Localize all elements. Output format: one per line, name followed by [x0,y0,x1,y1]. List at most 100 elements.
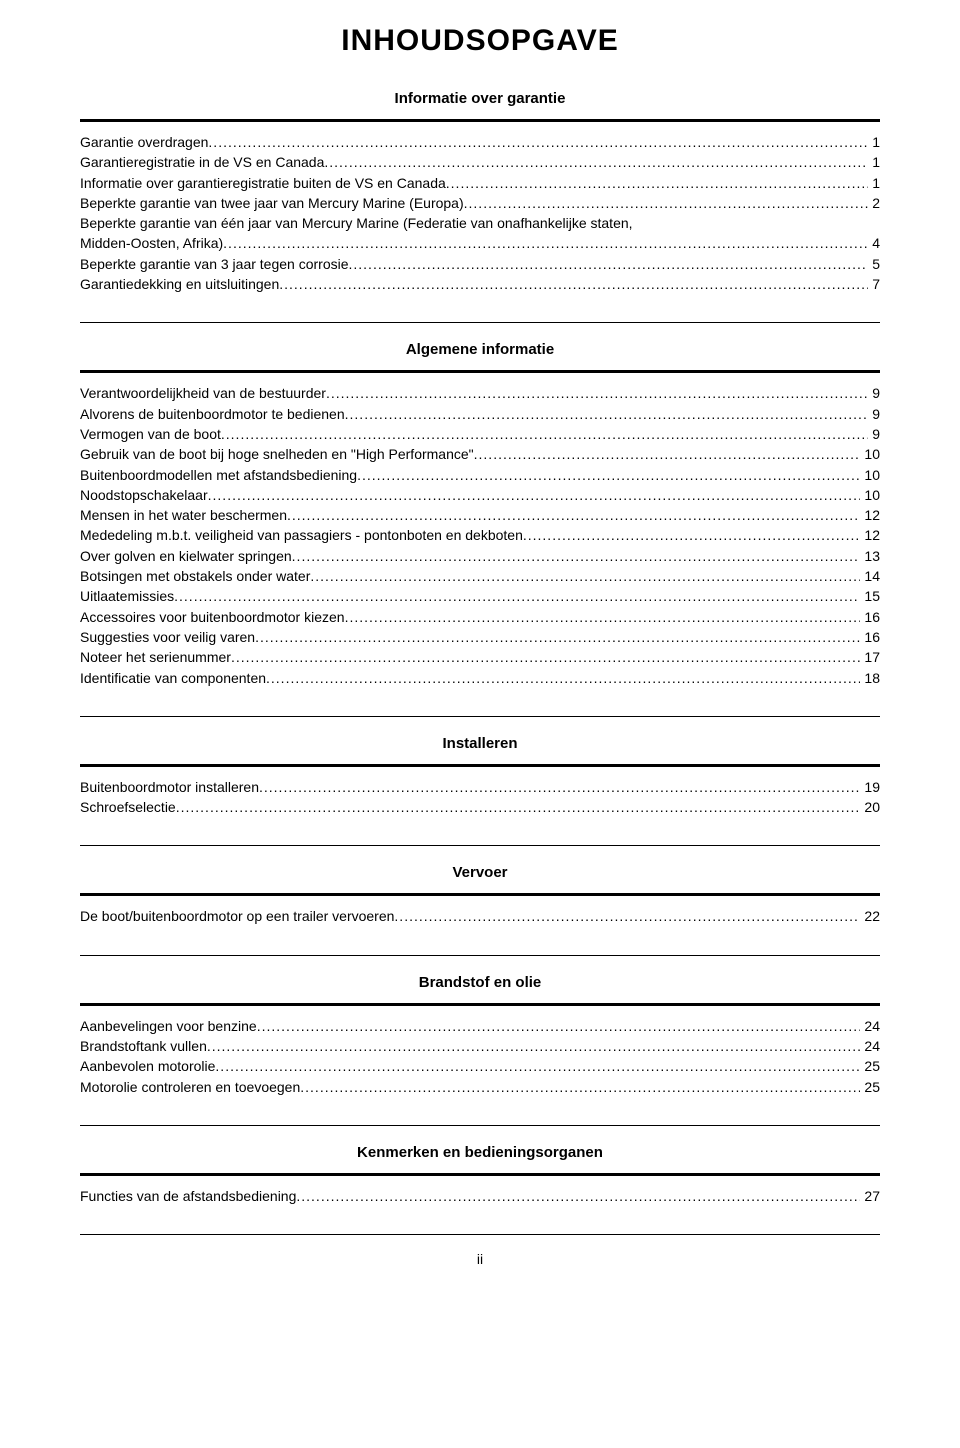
toc-entry-text: Alvorens de buitenboordmotor te bedienen [80,404,345,424]
toc-entry-text: Beperkte garantie van twee jaar van Merc… [80,193,464,213]
toc-list: Aanbevelingen voor benzine24Brandstoftan… [80,1016,880,1097]
toc-leader-dots [231,647,860,667]
page-title: INHOUDSOPGAVE [80,24,880,58]
toc-entry-text: Suggesties voor veilig varen [80,627,255,647]
section-rule-bottom [80,1234,880,1235]
toc-entry-text: Botsingen met obstakels onder water [80,566,310,586]
toc-leader-dots [208,485,861,505]
toc-entry: Gebruik van de boot bij hoge snelheden e… [80,444,880,464]
toc-entry-page: 1 [868,152,880,172]
toc-entry: Over golven en kielwater springen 13 [80,546,880,566]
toc-entry-page: 9 [868,424,880,444]
toc-entry: Botsingen met obstakels onder water14 [80,566,880,586]
toc-entry: Suggesties voor veilig varen16 [80,627,880,647]
toc-entry-page: 24 [860,1036,880,1056]
toc-leader-dots [326,383,868,403]
section-rule-bottom [80,955,880,956]
section-heading: Kenmerken en bedieningsorganen [80,1140,880,1165]
toc-entry: De boot/buitenboordmotor op een trailer … [80,906,880,926]
toc-entry: Vermogen van de boot9 [80,424,880,444]
section-heading-label: Vervoer [452,860,507,885]
toc-entry-text: Buitenboordmodellen met afstandsbedienin… [80,465,357,485]
toc-entry-page: 1 [868,132,880,152]
section-heading-label: Brandstof en olie [419,970,542,995]
toc-entry-text: Informatie over garantieregistratie buit… [80,173,446,193]
toc-entry-page: 10 [860,444,880,464]
toc-leader-dots [292,546,861,566]
toc-entry-text: Beperkte garantie van één jaar van Mercu… [80,213,633,233]
toc-entry-text: Over golven en kielwater springen [80,546,292,566]
toc-entry: Schroefselectie20 [80,797,880,817]
toc-entry-page: 19 [860,777,880,797]
section-rule-top [80,893,880,896]
toc-list: Functies van de afstandsbediening27 [80,1186,880,1206]
toc-entry: Functies van de afstandsbediening27 [80,1186,880,1206]
toc-leader-dots [266,668,860,688]
toc-leader-dots [310,566,860,586]
toc-entry: Garantieregistratie in de VS en Canada 1 [80,152,880,172]
toc-entry: Aanbevelingen voor benzine24 [80,1016,880,1036]
toc-entry: Identificatie van componenten 18 [80,668,880,688]
toc-leader-dots [174,586,860,606]
toc-entry-text: Garantieregistratie in de VS en Canada [80,152,324,172]
toc-entry-text: Brandstoftank vullen [80,1036,207,1056]
section-heading: Algemene informatie [80,337,880,362]
toc-entry-page: 16 [860,607,880,627]
toc-entry-page: 13 [860,546,880,566]
toc-leader-dots [287,505,860,525]
toc-leader-dots [207,1036,861,1056]
toc-entry-text: Buitenboordmotor installeren [80,777,259,797]
toc-entry-page: 4 [868,233,880,253]
section-heading: Brandstof en olie [80,970,880,995]
toc-list: Buitenboordmotor installeren 19Schroefsel… [80,777,880,818]
toc-entry-text: Uitlaatemissies [80,586,174,606]
toc-entry-page: 15 [860,586,880,606]
toc-entry: Mededeling m.b.t. veiligheid van passagi… [80,525,880,545]
toc-entry: Noodstopschakelaar10 [80,485,880,505]
toc-leader-dots [523,525,861,545]
toc-entry-page: 9 [868,383,880,403]
toc-entry-text: Garantie overdragen [80,132,208,152]
toc-entry-page: 12 [860,525,880,545]
toc-leader-dots [345,404,869,424]
toc-entry-page: 2 [868,193,880,213]
toc-entry: Buitenboordmodellen met afstandsbedienin… [80,465,880,485]
toc-entry-page: 10 [860,485,880,505]
toc-entry-text: Verantwoordelijkheid van de bestuurder [80,383,326,403]
toc-entry: Motorolie controleren en toevoegen 25 [80,1077,880,1097]
section-rule-top [80,1173,880,1176]
toc-entry: Uitlaatemissies 15 [80,586,880,606]
toc-list: De boot/buitenboordmotor op een trailer … [80,906,880,926]
page-container: INHOUDSOPGAVE Informatie over garantie Ga… [0,0,960,1448]
toc-leader-dots [394,906,860,926]
toc-list: Verantwoordelijkheid van de bestuurder9A… [80,383,880,687]
toc-entry-page: 18 [860,668,880,688]
toc-entry-text: Functies van de afstandsbediening [80,1186,296,1206]
section-rule-bottom [80,1125,880,1126]
toc-entry-page: 25 [860,1077,880,1097]
toc-entry-text: Identificatie van componenten [80,668,266,688]
section-rule-top [80,764,880,767]
section-rule-bottom [80,845,880,846]
page-number: ii [80,1251,880,1267]
toc-entry-text: De boot/buitenboordmotor op een trailer … [80,906,394,926]
toc-entry: Alvorens de buitenboordmotor te bedienen… [80,404,880,424]
toc-leader-dots [464,193,869,213]
toc-entry-text: Aanbevolen motorolie [80,1056,215,1076]
toc-entry-page: 10 [860,465,880,485]
toc-entry-page: 22 [860,906,880,926]
toc-leader-dots [357,465,860,485]
section-heading: Informatie over garantie [80,86,880,111]
toc-entry-text: Gebruik van de boot bij hoge snelheden e… [80,444,474,464]
toc-entry-page: 12 [860,505,880,525]
toc-entry-text: Motorolie controleren en toevoegen [80,1077,300,1097]
toc-leader-dots [221,424,868,444]
section-heading-label: Installeren [442,731,517,756]
toc-entry-text: Noteer het serienummer [80,647,231,667]
toc-entry: Beperkte garantie van één jaar van Mercu… [80,213,880,254]
toc-entry: Beperkte garantie van twee jaar van Merc… [80,193,880,213]
section-rule-top [80,370,880,373]
toc-entry-text: Garantiedekking en uitsluitingen [80,274,279,294]
toc-entry-page: 17 [860,647,880,667]
toc-leader-dots [345,607,861,627]
